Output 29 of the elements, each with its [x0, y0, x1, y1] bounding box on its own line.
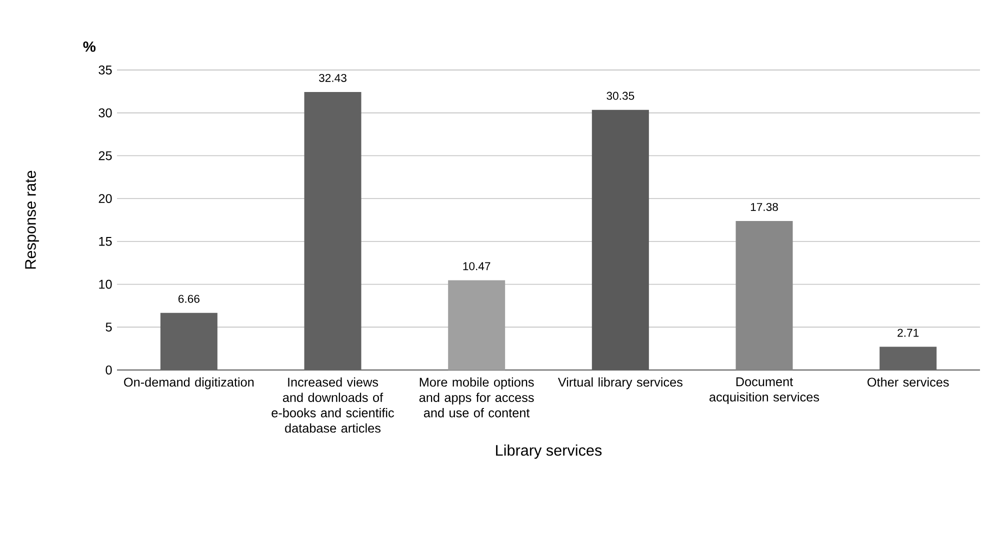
y-tick-label: 35 [98, 66, 112, 74]
data-label: 6.66 [178, 294, 200, 303]
y-tick-label: 15 [99, 237, 112, 246]
data-label: 2.71 [898, 328, 919, 337]
x-tick-label: Other services [868, 377, 949, 387]
y-tick-label: 10 [99, 280, 112, 289]
bar [160, 312, 218, 370]
x-tick-label: Increased views and downloads of e-books and scientific database articles [272, 377, 394, 433]
y-tick-label: 0 [106, 366, 112, 374]
bar [592, 110, 649, 370]
data-label: 30.35 [606, 92, 634, 100]
bar [448, 280, 506, 370]
y-tick-label: 30 [98, 108, 112, 118]
data-label: 17.38 [750, 202, 778, 211]
y-tick-label: 20 [98, 194, 112, 204]
y-tick-label: 25 [98, 151, 112, 160]
bar [880, 346, 937, 370]
data-label: 32.43 [319, 74, 346, 82]
y-tick-label: 5 [106, 322, 112, 332]
x-tick-label: Document acquisition services [710, 377, 820, 404]
data-label: 10.47 [463, 262, 490, 270]
x-tick-label: Virtual library services [558, 377, 682, 390]
bar [304, 92, 362, 370]
y-axis-title: Response rate [25, 170, 39, 269]
x-axis-title: Library services [496, 444, 602, 459]
x-tick-label: More mobile options and apps for access and use of content [419, 377, 534, 418]
bar [736, 221, 793, 370]
x-tick-label: On-demand digitization [124, 377, 254, 390]
text: % [83, 41, 96, 52]
